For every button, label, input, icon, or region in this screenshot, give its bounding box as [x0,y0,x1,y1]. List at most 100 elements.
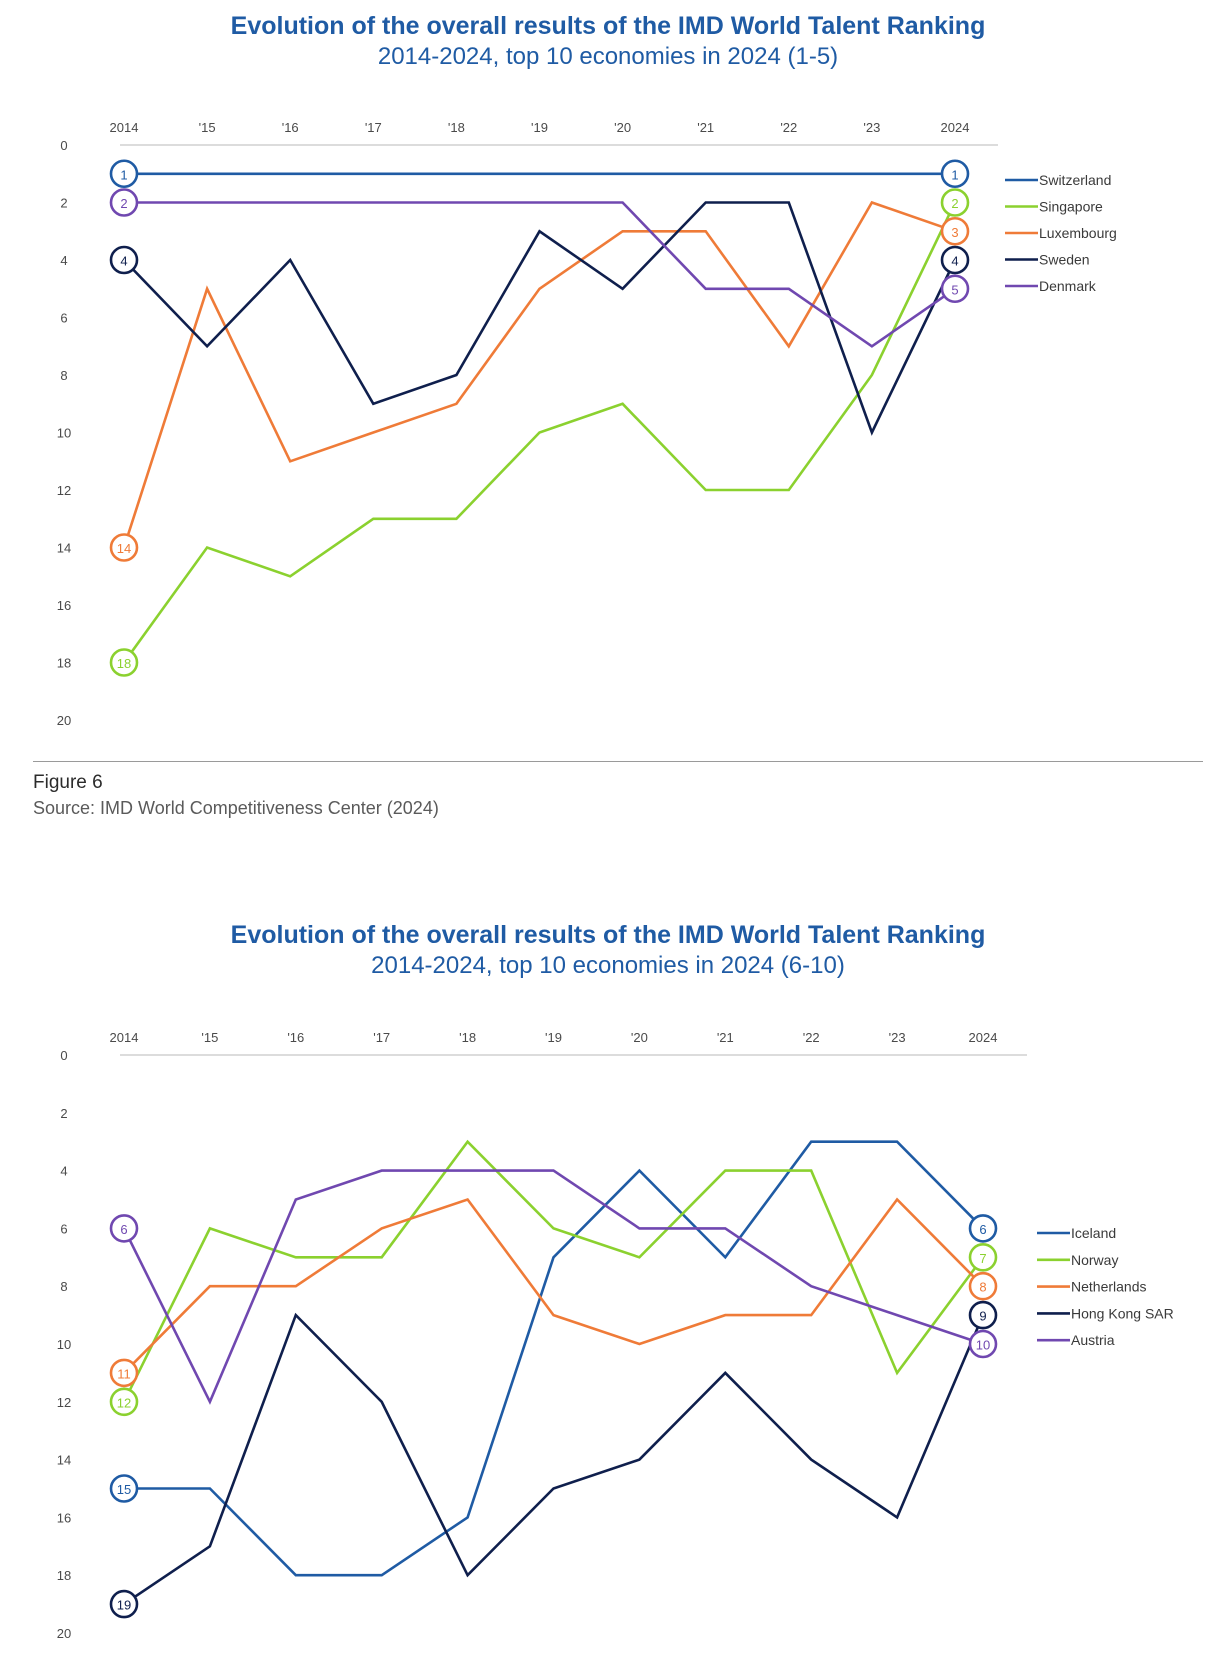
y-tick-label: 18 [57,1568,71,1583]
endpoint-label: 7 [979,1251,986,1266]
series-line-sweden [123,201,957,436]
series-line-denmark [124,201,956,348]
legend-label: Iceland [1071,1225,1116,1241]
x-tick-label: '15 [199,120,216,135]
endpoint-label: 2 [951,196,958,211]
x-tick-label: 2014 [110,1030,139,1045]
endpoint-label: 1 [120,167,127,182]
series-line-singapore [122,201,957,664]
y-tick-label: 14 [57,541,71,556]
y-tick-label: 0 [60,138,67,153]
endpoint-marker [940,216,970,246]
series-line-hong-kong-sar [123,1312,985,1606]
endpoint-marker [109,1589,139,1619]
legend-label: Sweden [1039,252,1090,268]
x-tick-label: '20 [614,120,631,135]
x-tick-label: '23 [889,1030,906,1045]
legend-label: Norway [1071,1252,1118,1268]
endpoint-marker [940,274,970,304]
y-tick-label: 0 [60,1048,67,1063]
endpoint-label: 4 [951,254,958,269]
endpoint-marker [109,533,139,562]
endpoint-label: 2 [120,196,127,211]
x-tick-label: 2024 [969,1030,998,1045]
endpoint-label: 18 [117,656,131,671]
endpoint-label: 4 [120,254,127,269]
x-tick-label: '22 [803,1030,820,1045]
endpoint-marker [109,159,139,189]
legend-label: Switzerland [1039,172,1111,188]
endpoint-label: 19 [117,1598,131,1613]
endpoint-marker [968,1329,998,1359]
x-tick-label: '20 [631,1030,648,1045]
legend-label: Singapore [1039,199,1103,215]
chart-1-title: Evolution of the overall results of the … [230,12,986,40]
endpoint-marker [968,1214,998,1243]
x-tick-label: '18 [459,1030,476,1045]
x-tick-label: 2024 [941,120,970,135]
x-tick-label: '23 [863,120,880,135]
legend-label: Denmark [1039,278,1097,294]
endpoint-marker [109,1358,139,1388]
y-tick-label: 2 [60,196,67,211]
series-line-norway [122,1139,985,1403]
y-tick-label: 20 [57,1626,71,1641]
series-line-netherlands [123,1197,984,1374]
y-tick-label: 16 [57,1510,71,1525]
endpoint-marker [109,1214,139,1243]
x-tick-label: '19 [531,120,548,135]
endpoint-marker [968,1300,998,1330]
endpoint-marker [968,1271,998,1301]
endpoint-label: 6 [120,1222,127,1237]
figure-source: Source: IMD World Competitiveness Center… [33,798,439,818]
endpoint-label: 8 [979,1280,986,1295]
chart-1-plot: 2014'15'16'17'18'19'20'21'22'23 202402468… [57,120,1117,728]
x-tick-label: '18 [448,120,465,135]
legend-label: Netherlands [1071,1279,1147,1295]
x-tick-label: '16 [282,120,299,135]
x-tick-label: 2014 [110,120,139,135]
y-tick-label: 6 [60,1221,67,1236]
y-tick-label: 6 [60,311,67,326]
endpoint-marker [940,188,970,217]
y-tick-label: 14 [57,1453,71,1468]
y-tick-label: 12 [57,483,71,498]
x-tick-label: '22 [780,120,797,135]
y-tick-label: 18 [57,656,71,671]
y-tick-label: 20 [57,713,71,728]
endpoint-marker [109,245,139,275]
x-tick-label: '17 [373,1030,390,1045]
chart-1-subtitle: 2014-2024, top 10 economies in 2024 (1-5… [377,43,839,70]
endpoint-marker [109,1387,139,1417]
series-line-luxembourg [122,200,956,548]
x-tick-label: '15 [201,1030,218,1045]
endpoint-marker [940,159,970,189]
endpoint-label: 15 [117,1482,131,1497]
x-tick-label: '21 [717,1030,734,1045]
endpoint-marker [109,1474,139,1503]
y-tick-label: 10 [57,1337,71,1352]
legend-label: Austria [1071,1332,1115,1348]
endpoint-label: 12 [117,1395,131,1410]
y-tick-label: 16 [57,598,71,613]
y-tick-label: 8 [60,368,67,383]
y-tick-label: 8 [60,1279,67,1294]
x-tick-label: '21 [697,120,714,135]
endpoint-label: 11 [117,1366,131,1381]
endpoint-label: 14 [117,541,131,556]
chart-2-subtitle: 2014-2024, top 10 economies in 2024 (6-1… [371,952,845,979]
y-tick-label: 12 [57,1395,71,1410]
x-tick-label: '19 [545,1030,562,1045]
y-tick-label: 10 [57,426,71,441]
legend-label: Hong Kong SAR [1071,1305,1174,1321]
endpoint-label: 9 [979,1309,986,1324]
endpoint-marker [109,648,139,677]
chart-2-title: Evolution of the overall results of the … [230,921,986,949]
endpoint-label: 5 [951,282,958,297]
y-tick-label: 2 [60,1106,67,1121]
endpoint-marker [940,245,970,275]
endpoint-marker [109,188,139,217]
x-tick-label: '17 [365,120,382,135]
series-line-iceland [124,1140,984,1577]
